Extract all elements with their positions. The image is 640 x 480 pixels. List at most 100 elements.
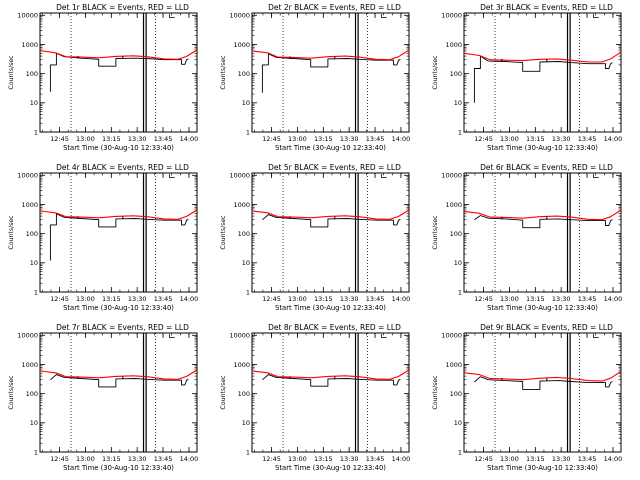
- x-tick-label: 13:45: [366, 135, 385, 143]
- y-tick-label: 1000: [21, 201, 38, 209]
- x-tick-label: 13:30: [340, 455, 359, 463]
- series-lld-line: [251, 49, 410, 61]
- chart-title: Det 9r BLACK = Events, RED = LLD: [480, 323, 613, 332]
- plot-frame: [251, 12, 410, 133]
- y-tick-label: 1000: [233, 361, 250, 369]
- chart-title: Det 8r BLACK = Events, RED = LLD: [268, 323, 401, 332]
- x-tick-label: 14:00: [604, 135, 623, 143]
- x-tick-label: 13:00: [500, 135, 519, 143]
- x-tick-label: 13:15: [102, 135, 121, 143]
- x-tick-label: 12:45: [262, 455, 281, 463]
- y-tick-label: 10000: [17, 12, 38, 20]
- top-right-marker: [168, 174, 175, 178]
- y-tick-label: 100: [26, 70, 38, 78]
- y-axis-label: Counts/sec: [8, 55, 15, 90]
- x-tick-label: 14:00: [180, 455, 199, 463]
- y-tick-label: 1: [246, 448, 250, 456]
- y-tick-label: 1: [34, 128, 38, 136]
- x-tick-label: 13:45: [154, 135, 173, 143]
- x-tick-label: 14:00: [180, 135, 199, 143]
- y-tick-label: 1000: [445, 201, 462, 209]
- chart-title: Det 2r BLACK = Events, RED = LLD: [268, 3, 401, 12]
- y-axis-label: Counts/sec: [220, 375, 227, 410]
- plot-frame: [39, 172, 198, 293]
- y-tick-label: 10: [30, 99, 38, 107]
- x-axis-label: Start Time (30-Aug-10 12:33:40): [275, 464, 386, 472]
- chart-panel-2: Det 2r BLACK = Events, RED = LLD 1 10 100 10…: [220, 3, 410, 152]
- series-lld-line: [39, 369, 198, 380]
- series-lld-line: [39, 209, 198, 220]
- y-tick-label: 100: [450, 230, 462, 238]
- x-tick-label: 13:45: [366, 295, 385, 303]
- y-tick-label: 1: [246, 288, 250, 296]
- x-axis-label: Start Time (30-Aug-10 12:33:40): [63, 464, 174, 472]
- top-right-marker: [168, 14, 175, 18]
- x-tick-label: 13:00: [76, 135, 95, 143]
- y-tick-label: 10000: [441, 12, 462, 20]
- chart-panel-6: Det 6r BLACK = Events, RED = LLD 1 10 100 10…: [432, 163, 622, 312]
- x-tick-label: 13:15: [526, 295, 545, 303]
- y-tick-label: 100: [450, 70, 462, 78]
- y-tick-label: 1: [458, 448, 462, 456]
- top-right-marker: [380, 334, 387, 338]
- series-events-line: [262, 214, 401, 228]
- x-tick-label: 13:30: [340, 295, 359, 303]
- y-tick-label: 10: [30, 419, 38, 427]
- series-events-line: [50, 374, 189, 388]
- y-tick-label: 100: [238, 230, 250, 238]
- plot-frame: [463, 12, 622, 133]
- y-tick-label: 10000: [229, 332, 250, 340]
- x-tick-label: 13:30: [552, 135, 571, 143]
- series-events-line: [262, 374, 401, 387]
- x-tick-label: 13:45: [154, 455, 173, 463]
- y-tick-label: 1: [246, 128, 250, 136]
- x-tick-label: 12:45: [262, 295, 281, 303]
- x-tick-label: 14:00: [392, 295, 411, 303]
- series-lld-line: [463, 209, 622, 221]
- x-tick-label: 13:00: [76, 455, 95, 463]
- series-events-line: [261, 53, 401, 93]
- x-axis-label: Start Time (30-Aug-10 12:33:40): [275, 304, 386, 312]
- y-tick-label: 10: [454, 99, 462, 107]
- plot-frame: [463, 332, 622, 453]
- x-tick-label: 12:45: [262, 135, 281, 143]
- x-axis-label: Start Time (30-Aug-10 12:33:40): [487, 304, 598, 312]
- x-tick-label: 13:45: [578, 455, 597, 463]
- y-tick-label: 10: [454, 419, 462, 427]
- x-tick-label: 13:00: [500, 455, 519, 463]
- x-axis-label: Start Time (30-Aug-10 12:33:40): [487, 464, 598, 472]
- series-lld-line: [39, 49, 198, 60]
- y-tick-label: 1: [34, 288, 38, 296]
- series-lld-line: [463, 370, 622, 382]
- x-tick-label: 13:15: [102, 295, 121, 303]
- x-tick-label: 14:00: [392, 455, 411, 463]
- y-tick-label: 100: [238, 70, 250, 78]
- x-tick-label: 13:30: [552, 455, 571, 463]
- x-axis-label: Start Time (30-Aug-10 12:33:40): [63, 304, 174, 312]
- plot-frame: [251, 172, 410, 293]
- y-axis-label: Counts/sec: [432, 375, 439, 410]
- y-tick-label: 10000: [441, 172, 462, 180]
- y-tick-label: 10000: [229, 12, 250, 20]
- y-tick-label: 100: [450, 390, 462, 398]
- series-lld-line: [251, 369, 410, 380]
- plot-frame: [39, 332, 198, 453]
- series-events-line: [49, 213, 189, 261]
- top-right-marker: [380, 174, 387, 178]
- chart-panel-1: Det 1r BLACK = Events, RED = LLD 1 10 100 10…: [8, 3, 198, 152]
- x-tick-label: 13:15: [314, 135, 333, 143]
- y-tick-label: 10000: [17, 332, 38, 340]
- y-axis-label: Counts/sec: [432, 215, 439, 250]
- series-events-line: [49, 52, 189, 92]
- x-axis-label: Start Time (30-Aug-10 12:33:40): [63, 144, 174, 152]
- y-axis-label: Counts/sec: [8, 375, 15, 410]
- x-tick-label: 13:00: [288, 135, 307, 143]
- top-right-marker: [593, 174, 599, 178]
- y-tick-label: 1000: [445, 361, 462, 369]
- x-tick-label: 12:45: [474, 455, 493, 463]
- chart-panel-3: Det 3r BLACK = Events, RED = LLD 1 10 100 10…: [432, 3, 622, 152]
- series-lld-line: [463, 51, 622, 63]
- y-tick-label: 1000: [21, 41, 38, 49]
